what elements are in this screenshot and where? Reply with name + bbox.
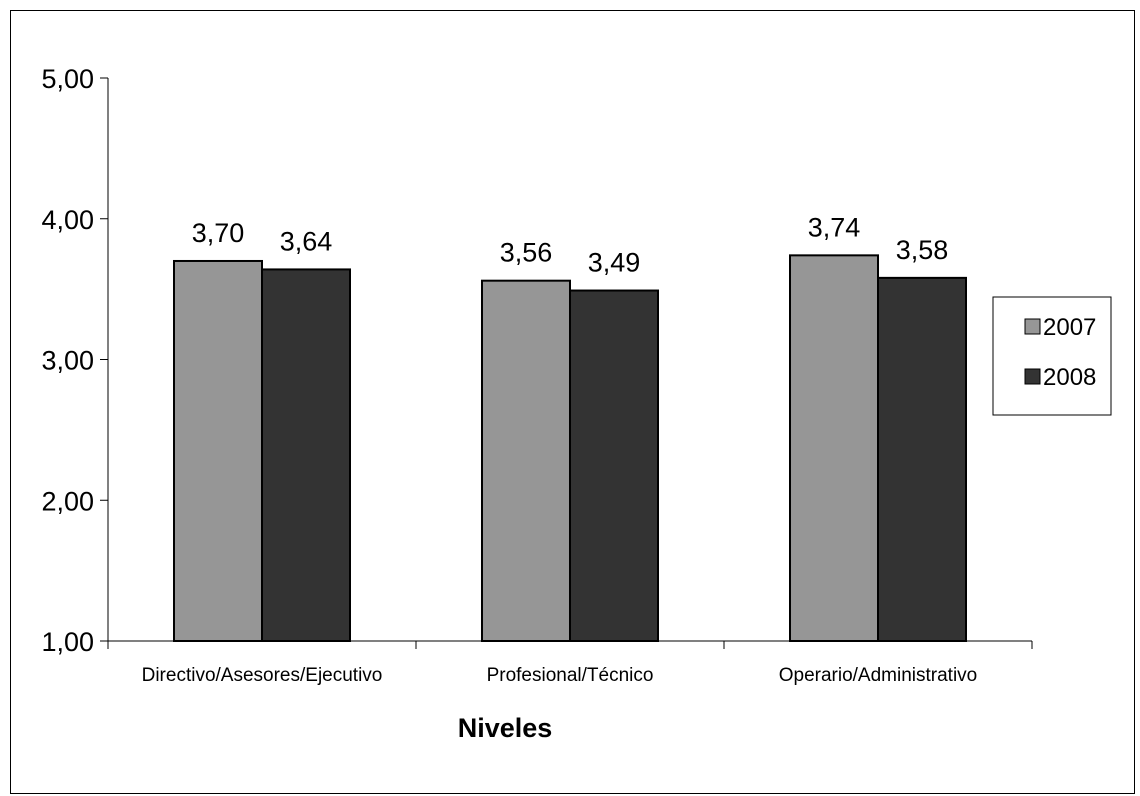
legend-box	[992, 296, 1112, 416]
bar-2008-2	[569, 289, 659, 642]
data-label: 3,74	[808, 212, 861, 242]
x-axis: Directivo/Asesores/Ejecutivo Profesional/…	[107, 640, 1033, 686]
y-tick-label: 4,00	[41, 205, 94, 235]
data-label: 3,49	[588, 248, 641, 278]
bar-2007-2	[481, 279, 571, 642]
legend-label: 2008	[1043, 364, 1096, 391]
bar-2008-3	[877, 276, 967, 642]
x-axis-title: Niveles	[458, 713, 553, 743]
y-tick-label: 1,00	[41, 627, 94, 657]
y-axis: 1,00 2,00 3,00 4,00 5,00	[41, 64, 109, 657]
legend-swatch-2007	[1024, 318, 1041, 335]
legend-swatch-2008	[1024, 368, 1041, 385]
legend-label: 2007	[1043, 314, 1096, 341]
x-tick-label: Directivo/Asesores/Ejecutivo	[142, 665, 383, 686]
bar-2008-1	[261, 268, 351, 642]
y-tick-label: 2,00	[41, 486, 94, 516]
legend: 2007 2008	[992, 296, 1112, 416]
data-label: 3,64	[280, 226, 333, 256]
data-labels-group: 3,70 3,56 3,74 3,64 3,49 3,58	[192, 212, 949, 277]
bar-2007-1	[173, 259, 263, 642]
data-label: 3,58	[896, 235, 949, 265]
x-tick-label: Profesional/Técnico	[487, 665, 654, 686]
bars-group	[173, 254, 967, 642]
y-tick-label: 5,00	[41, 64, 94, 94]
y-tick-label: 3,00	[41, 346, 94, 376]
data-label: 3,70	[192, 218, 245, 248]
bar-2007-3	[789, 254, 879, 642]
x-tick-label: Operario/Administrativo	[779, 665, 978, 686]
data-label: 3,56	[500, 238, 553, 268]
